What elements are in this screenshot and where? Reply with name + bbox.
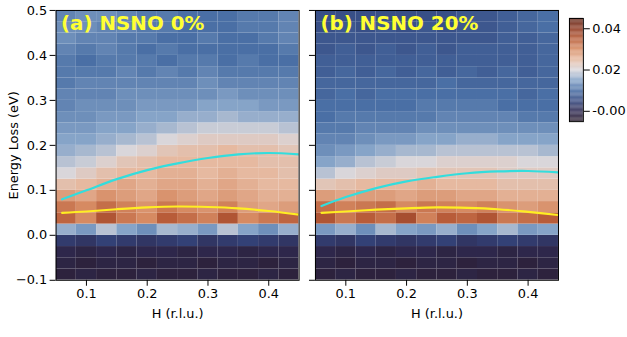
- svg-text:0.1: 0.1: [76, 286, 96, 301]
- svg-text:0.3: 0.3: [457, 286, 477, 301]
- svg-text:0.2: 0.2: [137, 286, 157, 301]
- svg-text:Energy Loss (eV): Energy Loss (eV): [6, 91, 21, 199]
- svg-text:H (r.l.u.): H (r.l.u.): [411, 306, 463, 321]
- svg-text:0.2: 0.2: [27, 137, 47, 152]
- svg-text:0.0: 0.0: [27, 227, 47, 242]
- svg-text:H (r.l.u.): H (r.l.u.): [152, 306, 204, 321]
- svg-text:0.5: 0.5: [27, 4, 47, 18]
- svg-text:0.4: 0.4: [517, 286, 537, 301]
- svg-text:0.4: 0.4: [27, 48, 47, 63]
- svg-text:(a) NSNO 0%: (a) NSNO 0%: [61, 11, 204, 34]
- svg-text:0.1: 0.1: [335, 286, 355, 301]
- svg-text:0.2: 0.2: [396, 286, 416, 301]
- svg-text:(b) NSNO 20%: (b) NSNO 20%: [320, 11, 478, 34]
- svg-text:0.4: 0.4: [258, 286, 278, 301]
- svg-text:0.1: 0.1: [27, 182, 47, 197]
- svg-text:−0.1: −0.1: [16, 272, 47, 287]
- svg-text:0.04: 0.04: [593, 21, 622, 36]
- svg-text:-0.00: -0.00: [593, 103, 626, 118]
- svg-text:0.3: 0.3: [27, 93, 47, 108]
- svg-text:0.3: 0.3: [198, 286, 218, 301]
- svg-text:0.02: 0.02: [593, 62, 622, 77]
